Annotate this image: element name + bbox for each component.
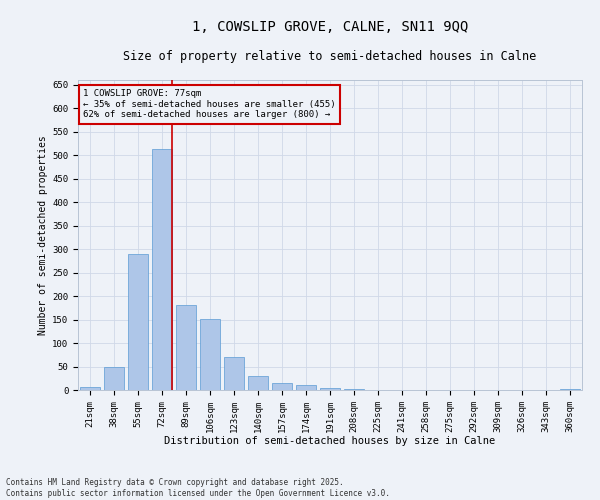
Bar <box>128 254 148 390</box>
Text: Contains HM Land Registry data © Crown copyright and database right 2025.
Contai: Contains HM Land Registry data © Crown c… <box>6 478 390 498</box>
Bar <box>224 357 244 390</box>
Bar <box>176 304 196 390</box>
Bar <box>200 319 220 390</box>
Text: 1, COWSLIP GROVE, CALNE, SN11 9QQ: 1, COWSLIP GROVE, CALNE, SN11 9QQ <box>192 20 468 34</box>
Bar <box>560 388 580 390</box>
Bar <box>296 386 316 390</box>
Text: Size of property relative to semi-detached houses in Calne: Size of property relative to semi-detach… <box>124 50 536 63</box>
Bar <box>320 388 340 390</box>
Y-axis label: Number of semi-detached properties: Number of semi-detached properties <box>38 135 48 335</box>
Bar <box>80 386 100 390</box>
Bar <box>272 383 292 390</box>
Text: 1 COWSLIP GROVE: 77sqm
← 35% of semi-detached houses are smaller (455)
62% of se: 1 COWSLIP GROVE: 77sqm ← 35% of semi-det… <box>83 90 335 119</box>
Bar <box>248 376 268 390</box>
Bar <box>104 366 124 390</box>
X-axis label: Distribution of semi-detached houses by size in Calne: Distribution of semi-detached houses by … <box>164 436 496 446</box>
Bar <box>152 149 172 390</box>
Bar <box>344 389 364 390</box>
